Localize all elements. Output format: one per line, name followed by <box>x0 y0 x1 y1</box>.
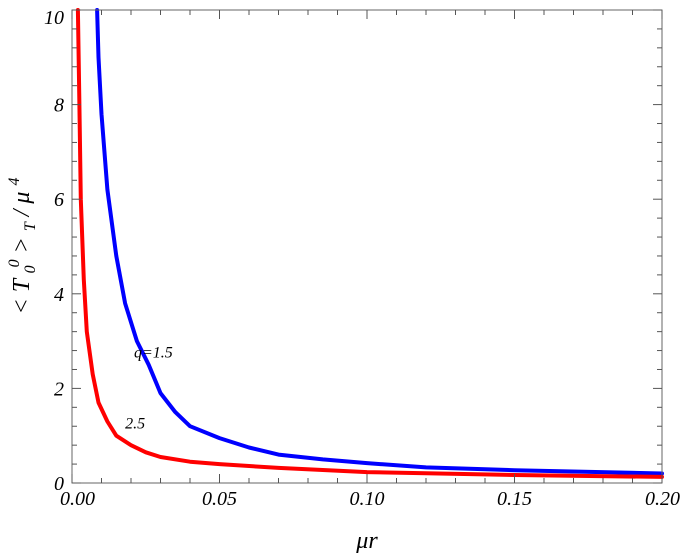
x-tick-label: 0.05 <box>202 488 237 510</box>
tick-labels: 0.00 0.05 0.10 0.15 0.20 0 2 4 6 8 10 <box>44 7 680 510</box>
annotation-2-5: 2.5 <box>125 416 145 433</box>
x-tick-label: 0.20 <box>645 488 680 510</box>
x-tick-label: 0.15 <box>497 488 532 510</box>
y-tick-label: 8 <box>54 95 64 117</box>
y-label-sup-4: 4 <box>6 178 23 186</box>
y-label-slash: / <box>9 207 35 218</box>
x-tick-label: 0.10 <box>350 488 385 510</box>
y-tick-label: 6 <box>54 189 64 211</box>
y-tick-label: 0 <box>54 473 64 495</box>
y-axis-label: < T 0 0 > T / μ 4 <box>0 178 41 315</box>
plot-frame <box>71 9 663 484</box>
y-label-T: T <box>9 277 35 292</box>
y-tick-label: 10 <box>44 7 64 29</box>
ticks <box>71 9 663 484</box>
y-label-sub-0: 0 <box>22 265 39 273</box>
annotation-q-1-5: q=1.5 <box>134 345 173 362</box>
y-label-sup-0: 0 <box>6 259 23 267</box>
y-label-mu: μ <box>9 192 35 205</box>
x-tick-label: 0.00 <box>60 488 95 510</box>
y-label-lt: < <box>9 298 35 314</box>
y-label-sub-T: T <box>22 221 39 231</box>
y-label-gt: > <box>9 237 35 253</box>
y-tick-label: 2 <box>54 378 64 400</box>
x-axis-label: μr <box>355 528 378 553</box>
y-tick-label: 4 <box>54 284 64 306</box>
series-line-2 <box>75 8 664 479</box>
series-line-1 <box>95 8 664 476</box>
plot-lines <box>75 8 664 479</box>
svg-text:< T 0 0: < T 0 0 > T / μ 4 <box>0 178 41 315</box>
annotations: q=1.5 2.5 <box>125 345 173 433</box>
